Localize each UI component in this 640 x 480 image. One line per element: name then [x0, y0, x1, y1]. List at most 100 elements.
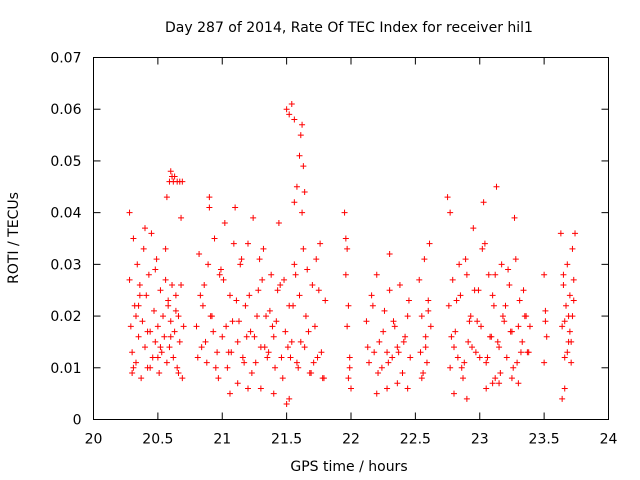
y-tick-label: 0 — [73, 413, 82, 429]
data-point — [171, 328, 178, 335]
data-point — [385, 359, 392, 366]
data-point — [216, 271, 223, 278]
data-point — [476, 354, 483, 361]
data-point — [175, 369, 182, 376]
data-point — [541, 271, 548, 278]
data-point — [171, 173, 178, 180]
data-point — [460, 375, 467, 382]
data-point — [274, 287, 281, 294]
data-point — [261, 344, 268, 351]
data-point — [197, 292, 204, 299]
data-point — [212, 364, 219, 371]
data-point — [299, 209, 306, 216]
data-point — [241, 359, 248, 366]
data-point — [418, 375, 425, 382]
data-point — [246, 292, 253, 299]
data-point — [396, 282, 403, 289]
data-point — [167, 318, 174, 325]
data-point — [498, 261, 505, 268]
data-point — [283, 106, 290, 113]
chart-title: Day 287 of 2014, Rate Of TEC Index for r… — [165, 20, 533, 36]
x-tick-label: 20.5 — [142, 432, 173, 448]
data-point — [215, 375, 222, 382]
data-point — [378, 364, 385, 371]
data-point — [163, 194, 170, 201]
data-point — [140, 245, 147, 252]
data-point — [235, 318, 242, 325]
data-point — [224, 364, 231, 371]
data-point — [142, 225, 148, 232]
data-point — [308, 369, 315, 376]
data-point — [297, 132, 304, 139]
data-point — [526, 323, 533, 330]
data-point — [561, 354, 568, 361]
data-point — [426, 240, 433, 247]
data-point — [369, 302, 376, 309]
data-point — [284, 344, 291, 351]
data-point — [266, 307, 273, 314]
data-point — [341, 209, 348, 216]
data-point — [515, 380, 522, 387]
x-tick-label: 23.5 — [529, 432, 560, 448]
data-point — [210, 328, 217, 335]
data-point — [525, 349, 532, 356]
y-tick-label: 0.06 — [50, 102, 81, 118]
x-axis-title: GPS time / hours — [290, 459, 407, 475]
data-point — [322, 297, 329, 304]
data-point — [265, 349, 272, 356]
data-point — [485, 271, 492, 278]
data-point — [566, 328, 573, 335]
data-point — [418, 313, 425, 320]
data-point — [288, 338, 295, 345]
data-point — [152, 338, 159, 345]
data-point — [563, 302, 570, 309]
data-point — [483, 359, 490, 366]
data-point — [395, 349, 402, 356]
data-point — [277, 282, 284, 289]
data-point — [561, 318, 568, 325]
x-tick-label: 20 — [85, 432, 103, 448]
data-point — [474, 318, 481, 325]
data-point — [291, 116, 298, 123]
data-point — [542, 307, 549, 314]
data-point — [196, 251, 203, 258]
data-point — [250, 214, 257, 221]
data-point — [371, 349, 378, 356]
data-point — [425, 297, 432, 304]
data-point — [132, 359, 139, 366]
data-point — [248, 369, 255, 376]
data-point — [391, 323, 398, 330]
data-point — [400, 338, 407, 345]
data-point — [165, 297, 172, 304]
data-point — [220, 276, 227, 283]
data-point — [292, 271, 299, 278]
data-point — [126, 209, 133, 216]
data-point — [143, 292, 150, 299]
data-point — [503, 354, 510, 361]
data-point — [309, 282, 316, 289]
data-point — [219, 333, 226, 340]
data-point — [494, 338, 501, 345]
data-point — [134, 261, 141, 268]
data-point — [282, 328, 289, 335]
data-point — [381, 307, 388, 314]
data-point — [243, 333, 250, 340]
data-point — [301, 344, 308, 351]
data-point — [542, 318, 549, 325]
data-point — [572, 230, 579, 237]
data-point — [493, 183, 500, 190]
data-point — [344, 245, 351, 252]
data-point — [174, 364, 181, 371]
data-point — [153, 256, 160, 263]
data-point — [232, 204, 239, 211]
data-point — [193, 323, 200, 330]
data-point — [205, 261, 212, 268]
data-point — [570, 297, 577, 304]
data-point — [281, 276, 288, 283]
data-point — [560, 271, 567, 278]
data-point — [510, 364, 517, 371]
data-point — [481, 240, 488, 247]
data-point — [165, 302, 172, 309]
data-point — [389, 354, 396, 361]
data-point — [172, 292, 179, 299]
